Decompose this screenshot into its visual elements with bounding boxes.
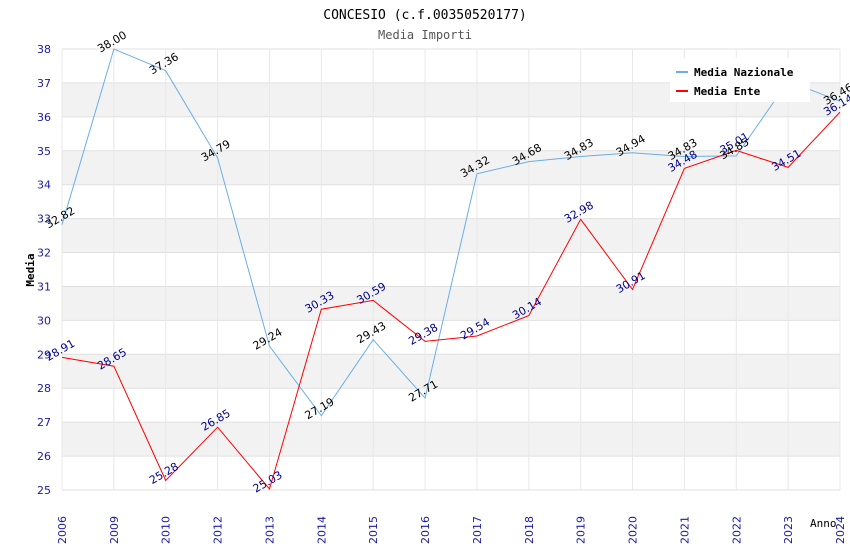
y-tick-label: 37 — [37, 77, 51, 90]
x-tick-label: 2020 — [627, 516, 640, 544]
grid-band — [62, 184, 840, 219]
x-tick-label: 2006 — [56, 516, 69, 544]
grid-band — [62, 252, 840, 287]
gridlines — [61, 48, 841, 491]
legend-label: Media Nazionale — [694, 66, 794, 79]
y-tick-label: 31 — [37, 280, 51, 293]
legend-box — [670, 58, 810, 102]
legend: Media Nazionale Media Ente — [670, 58, 810, 102]
y-tick-label: 35 — [37, 145, 51, 158]
grid-band — [62, 456, 840, 490]
y-axis-label: Media — [24, 253, 37, 286]
grid-band — [62, 116, 840, 151]
x-tick-label: 2023 — [782, 516, 795, 544]
x-tick-label: 2017 — [471, 516, 484, 544]
series-lines — [61, 48, 841, 491]
grid-band — [62, 422, 840, 457]
x-tick-label: 2010 — [160, 516, 173, 544]
x-tick-label: 2014 — [315, 516, 328, 544]
series-line-media-nazionale — [61, 48, 841, 417]
x-tick-label: 2012 — [212, 516, 225, 544]
grid-band — [62, 388, 840, 423]
grid-band — [62, 286, 840, 321]
plot-background-bands — [62, 49, 840, 490]
x-tick-label: 2018 — [523, 516, 536, 544]
y-tick-label: 25 — [37, 484, 51, 497]
x-tick-label: 2016 — [419, 516, 432, 544]
y-tick-label: 29 — [37, 348, 51, 361]
chart-subtitle: Media Importi — [378, 28, 472, 42]
grid-band — [62, 354, 840, 389]
chart-title: CONCESIO (c.f.00350520177) — [323, 8, 527, 23]
x-tick-label: 2013 — [263, 516, 276, 544]
legend-label: Media Ente — [694, 85, 761, 98]
y-tick-label: 34 — [37, 179, 51, 192]
y-tick-labels: 25 26 27 28 29 30 31 32 33 34 35 36 37 38 — [37, 43, 51, 497]
y-tick-label: 28 — [37, 382, 51, 395]
x-axis-label: Anno — [810, 517, 837, 530]
x-tick-labels: 2006 2009 2010 2012 2013 2014 2015 2016 2017 2018… — [56, 516, 847, 544]
grid-band — [62, 218, 840, 253]
y-tick-label: 30 — [37, 314, 51, 327]
y-tick-label: 38 — [37, 43, 51, 56]
y-tick-label: 33 — [37, 213, 51, 226]
grid-band — [62, 320, 840, 355]
x-tick-label: 2024 — [834, 516, 847, 544]
series-line-media-ente — [61, 111, 841, 491]
x-tick-label: 2009 — [108, 516, 121, 544]
y-tick-label: 26 — [37, 450, 51, 463]
x-tick-label: 2022 — [730, 516, 743, 544]
y-tick-label: 27 — [37, 416, 51, 429]
y-tick-label: 32 — [37, 247, 51, 260]
y-tick-label: 36 — [37, 111, 51, 124]
x-tick-label: 2019 — [575, 516, 588, 544]
x-tick-label: 2021 — [678, 516, 691, 544]
x-tick-label: 2015 — [367, 516, 380, 544]
